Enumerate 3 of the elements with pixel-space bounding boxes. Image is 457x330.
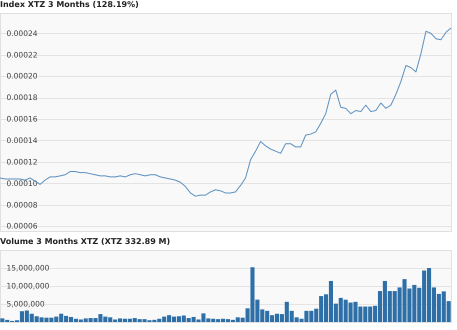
line-series [0,28,452,197]
chart-title: Index XTZ 3 Months (128.19%) [0,0,139,9]
chart-title: Volume 3 Months XTZ (XTZ 332.89 M) [0,237,170,246]
